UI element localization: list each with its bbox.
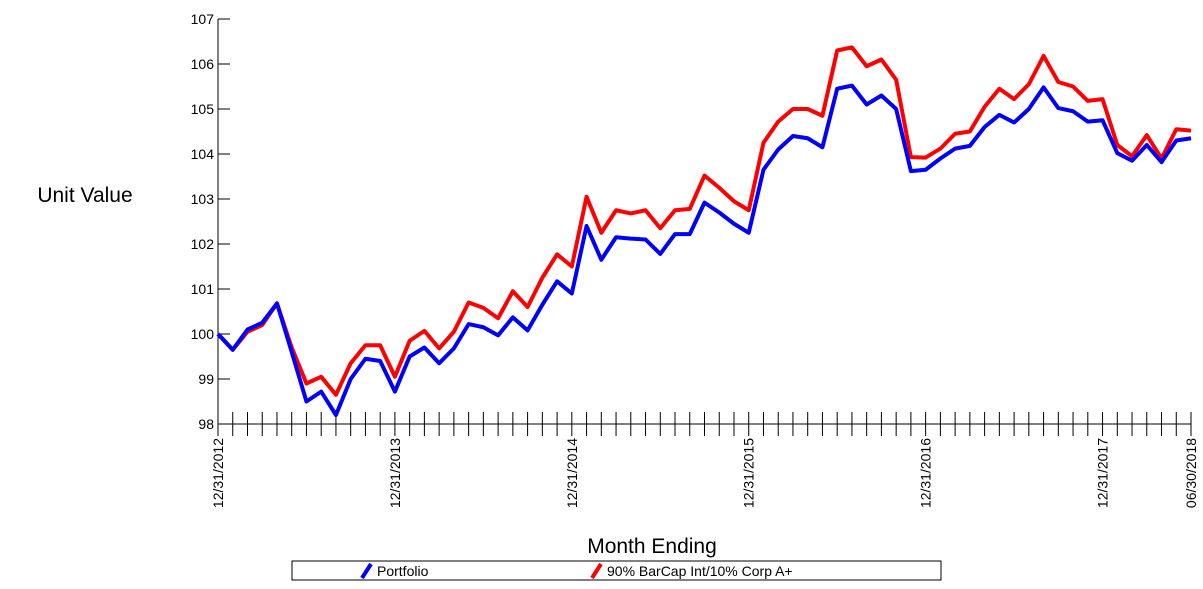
legend-swatch	[360, 562, 373, 580]
y-tick-label: 102	[191, 236, 215, 252]
x-tick-label: 12/31/2012	[210, 438, 226, 508]
y-tick-label: 103	[191, 191, 215, 207]
y-tick-label: 106	[191, 56, 215, 72]
y-tick-label: 101	[191, 281, 215, 297]
y-tick-label: 107	[191, 11, 215, 27]
y-tick-label: 105	[191, 101, 215, 117]
x-tick-label: 12/31/2017	[1095, 438, 1111, 508]
series-line	[216, 45, 1192, 397]
y-tick-label: 100	[191, 326, 215, 342]
y-tick-label: 99	[198, 371, 214, 387]
y-axis-label: Unit Value	[37, 184, 132, 207]
y-tick-label: 104	[191, 146, 215, 162]
x-tick-label: 06/30/2018	[1183, 438, 1199, 508]
x-tick-label: 12/31/2015	[741, 438, 757, 508]
legend-swatch	[590, 562, 603, 580]
x-tick-label: 12/31/2013	[387, 438, 403, 508]
x-axis-label: Month Ending	[587, 535, 717, 558]
legend-label: 90% BarCap Int/10% Corp A+	[607, 563, 793, 579]
legend-label: Portfolio	[377, 563, 429, 579]
series-line	[216, 83, 1192, 417]
x-tick-label: 12/31/2014	[564, 438, 580, 508]
y-tick-label: 98	[198, 416, 214, 432]
legend-box	[291, 560, 942, 581]
x-tick-label: 12/31/2016	[918, 438, 934, 508]
